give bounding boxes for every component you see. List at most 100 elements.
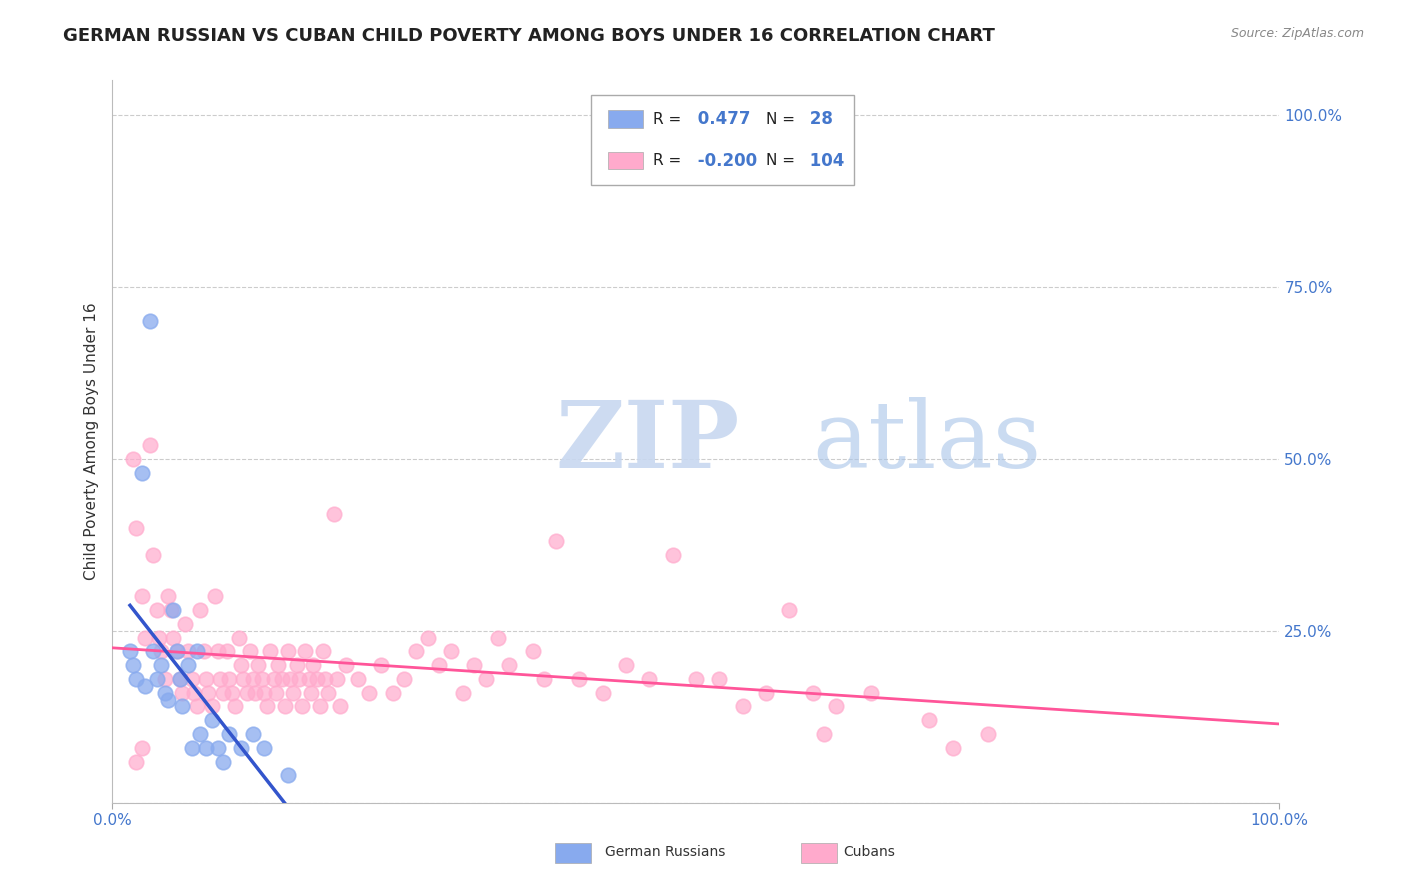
Point xyxy=(309,699,332,714)
Point xyxy=(755,686,778,700)
Text: German Russians: German Russians xyxy=(605,845,725,859)
Point xyxy=(177,658,200,673)
Point xyxy=(207,740,229,755)
FancyBboxPatch shape xyxy=(591,95,853,185)
Point xyxy=(173,616,195,631)
Point xyxy=(204,590,226,604)
Point xyxy=(186,644,208,658)
Point xyxy=(335,658,357,673)
Point xyxy=(359,686,381,700)
Text: 28: 28 xyxy=(804,110,834,128)
Point xyxy=(370,658,392,673)
Point xyxy=(302,658,325,673)
Point xyxy=(194,672,217,686)
Point xyxy=(157,590,180,604)
Point xyxy=(288,672,311,686)
Point xyxy=(976,727,998,741)
Point xyxy=(162,603,184,617)
Point xyxy=(801,686,824,700)
Point xyxy=(201,713,224,727)
FancyBboxPatch shape xyxy=(609,152,644,169)
Point xyxy=(709,672,731,686)
Point xyxy=(122,451,145,466)
FancyBboxPatch shape xyxy=(609,111,644,128)
Point xyxy=(918,713,941,727)
Point xyxy=(212,755,235,769)
Point xyxy=(180,740,202,755)
Point xyxy=(148,631,170,645)
Point xyxy=(242,727,264,741)
Point xyxy=(188,727,211,741)
Point xyxy=(235,686,257,700)
Point xyxy=(825,699,848,714)
Point xyxy=(153,686,176,700)
Text: 0.477: 0.477 xyxy=(693,110,751,128)
Point xyxy=(139,438,162,452)
Point xyxy=(314,672,336,686)
Point xyxy=(125,520,148,534)
Point xyxy=(253,686,276,700)
Point xyxy=(142,548,165,562)
Point xyxy=(259,644,281,658)
Point xyxy=(270,672,292,686)
Point xyxy=(290,699,312,714)
Point xyxy=(329,699,352,714)
Point xyxy=(193,644,215,658)
Point xyxy=(212,686,235,700)
Point xyxy=(218,672,240,686)
Point xyxy=(638,672,661,686)
Point xyxy=(318,686,340,700)
Point xyxy=(323,507,346,521)
Point xyxy=(778,603,800,617)
Point xyxy=(229,658,252,673)
Point xyxy=(125,672,148,686)
Point xyxy=(860,686,883,700)
Point xyxy=(592,686,614,700)
Text: 104: 104 xyxy=(804,152,845,169)
Point xyxy=(325,672,347,686)
Point xyxy=(146,672,169,686)
Point xyxy=(228,631,250,645)
Point xyxy=(134,631,156,645)
Text: GERMAN RUSSIAN VS CUBAN CHILD POVERTY AMONG BOYS UNDER 16 CORRELATION CHART: GERMAN RUSSIAN VS CUBAN CHILD POVERTY AM… xyxy=(63,27,995,45)
Point xyxy=(243,686,266,700)
Point xyxy=(463,658,485,673)
Text: atlas: atlas xyxy=(813,397,1042,486)
Point xyxy=(183,686,205,700)
Point xyxy=(731,699,754,714)
Point xyxy=(394,672,416,686)
Text: N =: N = xyxy=(766,112,794,127)
Point xyxy=(125,755,148,769)
Point xyxy=(267,658,290,673)
Point xyxy=(150,644,173,658)
Point xyxy=(346,672,368,686)
Text: R =: R = xyxy=(652,153,681,169)
Point xyxy=(685,672,707,686)
Point xyxy=(250,672,273,686)
Point xyxy=(486,631,509,645)
Text: ZIP: ZIP xyxy=(555,397,740,486)
Point xyxy=(256,699,278,714)
Point xyxy=(440,644,463,658)
Point xyxy=(146,603,169,617)
Point xyxy=(229,740,252,755)
Point xyxy=(239,644,262,658)
Point xyxy=(247,658,270,673)
Text: -0.200: -0.200 xyxy=(693,152,758,169)
Point xyxy=(208,672,231,686)
Point xyxy=(283,686,305,700)
Point xyxy=(381,686,404,700)
Text: Source: ZipAtlas.com: Source: ZipAtlas.com xyxy=(1230,27,1364,40)
Point xyxy=(253,740,276,755)
Point xyxy=(813,727,835,741)
Point xyxy=(180,672,202,686)
Point xyxy=(172,686,194,700)
Point xyxy=(131,740,153,755)
Point xyxy=(427,658,450,673)
Point xyxy=(134,679,156,693)
Point xyxy=(311,644,333,658)
Text: N =: N = xyxy=(766,153,794,169)
Point xyxy=(169,672,191,686)
Point xyxy=(153,672,176,686)
Point xyxy=(544,534,567,549)
